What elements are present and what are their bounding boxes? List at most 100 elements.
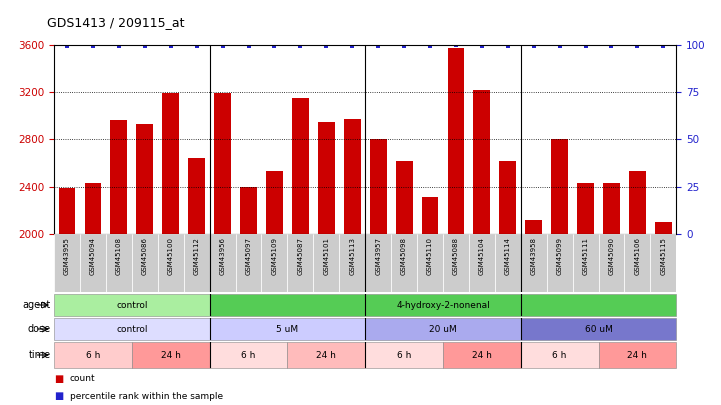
Bar bbox=[54, 294, 210, 316]
Bar bbox=[365, 318, 521, 340]
Text: GSM43956: GSM43956 bbox=[220, 237, 226, 275]
Bar bbox=[214, 93, 231, 234]
Bar bbox=[84, 183, 102, 234]
Point bbox=[658, 43, 669, 50]
Text: GSM45100: GSM45100 bbox=[168, 237, 174, 275]
Text: GSM45101: GSM45101 bbox=[323, 237, 329, 275]
Bar bbox=[54, 234, 80, 292]
Text: GSM45097: GSM45097 bbox=[246, 237, 252, 275]
Text: 6 h: 6 h bbox=[397, 350, 411, 360]
Bar bbox=[344, 119, 360, 234]
Bar bbox=[500, 161, 516, 234]
Text: GSM45087: GSM45087 bbox=[297, 237, 304, 275]
Text: GSM45113: GSM45113 bbox=[349, 237, 355, 275]
Bar bbox=[365, 234, 391, 292]
Point bbox=[165, 43, 177, 50]
Text: agent: agent bbox=[22, 300, 50, 310]
Bar bbox=[262, 234, 288, 292]
Bar bbox=[110, 120, 128, 234]
Bar bbox=[422, 197, 438, 234]
Bar bbox=[266, 171, 283, 234]
Bar bbox=[370, 139, 386, 234]
Text: 5 uM: 5 uM bbox=[276, 324, 298, 333]
Point bbox=[347, 43, 358, 50]
Text: 24 h: 24 h bbox=[627, 350, 647, 360]
Bar bbox=[443, 234, 469, 292]
Text: GSM45099: GSM45099 bbox=[557, 237, 562, 275]
Text: 60 uM: 60 uM bbox=[585, 324, 612, 333]
Bar bbox=[132, 234, 158, 292]
Point bbox=[87, 43, 99, 50]
Bar bbox=[417, 234, 443, 292]
Bar bbox=[132, 342, 210, 368]
Point bbox=[191, 43, 203, 50]
Text: GSM43957: GSM43957 bbox=[375, 237, 381, 275]
Bar bbox=[210, 318, 365, 340]
Bar bbox=[318, 122, 335, 234]
Bar bbox=[158, 234, 184, 292]
Text: 20 uM: 20 uM bbox=[429, 324, 457, 333]
Point bbox=[139, 43, 151, 50]
Text: GSM43958: GSM43958 bbox=[531, 237, 536, 275]
Bar bbox=[629, 171, 646, 234]
Point bbox=[61, 43, 73, 50]
Bar bbox=[54, 342, 132, 368]
Bar bbox=[365, 342, 443, 368]
Point bbox=[113, 43, 125, 50]
Text: 4-hydroxy-2-nonenal: 4-hydroxy-2-nonenal bbox=[396, 301, 490, 309]
Point bbox=[321, 43, 332, 50]
Text: GSM45110: GSM45110 bbox=[427, 237, 433, 275]
Bar bbox=[474, 90, 490, 234]
Bar bbox=[469, 234, 495, 292]
Bar bbox=[188, 158, 205, 234]
Bar bbox=[650, 234, 676, 292]
Point bbox=[502, 43, 513, 50]
Text: GSM45106: GSM45106 bbox=[634, 237, 640, 275]
Bar bbox=[210, 342, 288, 368]
Bar bbox=[391, 234, 417, 292]
Text: GSM45114: GSM45114 bbox=[505, 237, 510, 275]
Text: GSM43955: GSM43955 bbox=[64, 237, 70, 275]
Bar bbox=[288, 234, 314, 292]
Text: 24 h: 24 h bbox=[317, 350, 336, 360]
Bar bbox=[136, 124, 154, 234]
Bar bbox=[162, 93, 179, 234]
Text: GSM45109: GSM45109 bbox=[271, 237, 278, 275]
Bar bbox=[572, 234, 598, 292]
Bar bbox=[80, 234, 106, 292]
Point bbox=[269, 43, 280, 50]
Bar bbox=[655, 222, 672, 234]
Text: GDS1413 / 209115_at: GDS1413 / 209115_at bbox=[47, 16, 185, 29]
Text: GSM45108: GSM45108 bbox=[116, 237, 122, 275]
Bar bbox=[184, 234, 210, 292]
Text: GSM45098: GSM45098 bbox=[401, 237, 407, 275]
Text: GSM45090: GSM45090 bbox=[609, 237, 614, 275]
Text: 6 h: 6 h bbox=[242, 350, 256, 360]
Bar bbox=[106, 234, 132, 292]
Bar bbox=[598, 234, 624, 292]
Text: GSM45086: GSM45086 bbox=[142, 237, 148, 275]
Bar bbox=[288, 342, 365, 368]
Bar bbox=[58, 188, 76, 234]
Point bbox=[632, 43, 643, 50]
Bar bbox=[340, 234, 365, 292]
Text: ■: ■ bbox=[54, 391, 63, 401]
Text: control: control bbox=[116, 324, 148, 333]
Bar bbox=[521, 234, 547, 292]
Bar bbox=[521, 342, 598, 368]
Bar bbox=[314, 234, 340, 292]
Point bbox=[554, 43, 565, 50]
Text: time: time bbox=[28, 350, 50, 360]
Text: percentile rank within the sample: percentile rank within the sample bbox=[70, 392, 223, 401]
Text: dose: dose bbox=[27, 324, 50, 334]
Bar bbox=[526, 220, 542, 234]
Text: GSM45088: GSM45088 bbox=[453, 237, 459, 275]
Text: 6 h: 6 h bbox=[552, 350, 567, 360]
Bar bbox=[547, 234, 572, 292]
Bar bbox=[521, 318, 676, 340]
Bar bbox=[603, 183, 620, 234]
Text: GSM45111: GSM45111 bbox=[583, 237, 588, 275]
Point bbox=[606, 43, 617, 50]
Bar bbox=[448, 48, 464, 234]
Bar bbox=[624, 234, 650, 292]
